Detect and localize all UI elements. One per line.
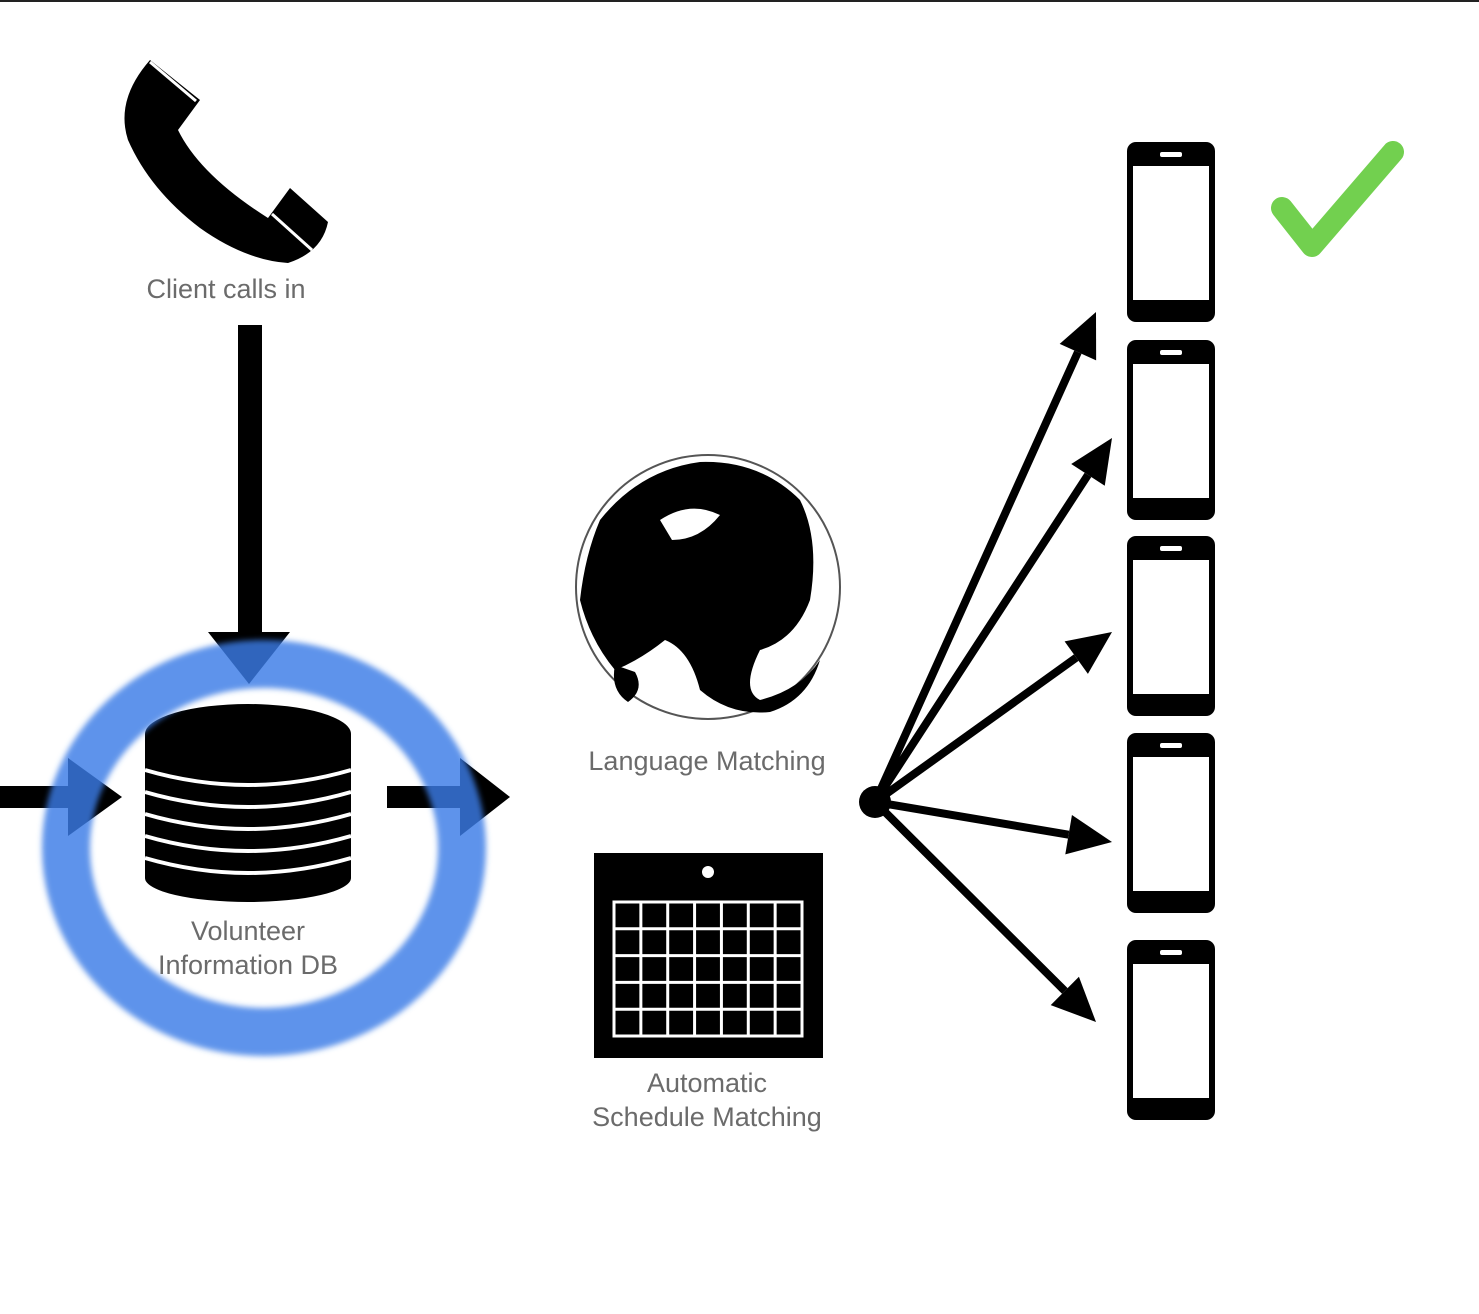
arrow-phone-to-db <box>208 325 290 684</box>
schedule-matching-label: Automatic Schedule Matching <box>537 1066 877 1134</box>
smartphone-icon <box>1127 733 1215 913</box>
fan-arrow <box>872 799 1096 1022</box>
fan-out-arrows <box>871 312 1112 1022</box>
smartphone-icon <box>1127 536 1215 716</box>
fan-arrow <box>874 798 1112 855</box>
fan-arrow <box>872 632 1112 806</box>
checkmark-icon <box>1271 141 1404 257</box>
database-icon <box>144 704 352 902</box>
device-list <box>1127 142 1215 1120</box>
fan-arrow <box>871 312 1097 804</box>
volunteer-db-label-line2: Information DB <box>157 950 339 980</box>
schedule-matching-label-line2: Schedule Matching <box>592 1102 822 1132</box>
globe-icon <box>575 454 841 720</box>
fan-arrow <box>871 438 1112 805</box>
smartphone-icon <box>1127 940 1215 1120</box>
smartphone-icon <box>1127 142 1215 322</box>
calendar-icon <box>594 853 823 1058</box>
highlight-ring <box>42 640 486 1056</box>
smartphone-icon <box>1127 340 1215 520</box>
phone-handset-icon <box>124 60 329 263</box>
schedule-matching-label-line1: Automatic <box>646 1068 768 1098</box>
client-calls-label: Client calls in <box>146 274 306 304</box>
language-matching-label: Language Matching <box>588 746 826 776</box>
volunteer-db-label-line1: Volunteer <box>190 916 306 946</box>
volunteer-db-label: Volunteer Information DB <box>98 914 398 982</box>
